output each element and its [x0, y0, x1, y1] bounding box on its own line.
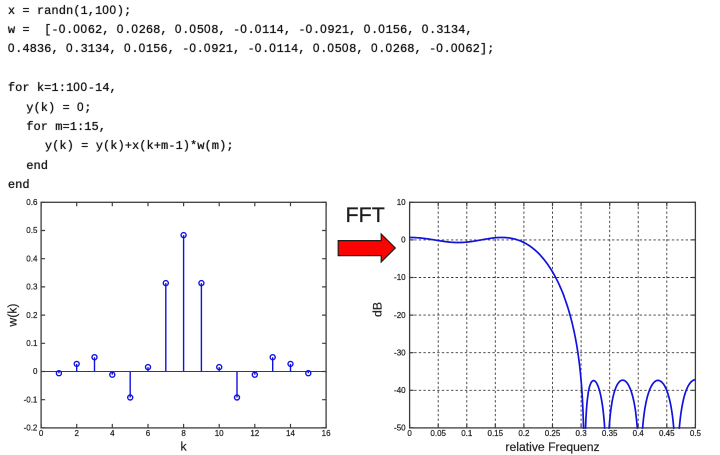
- svg-text:-0.1: -0.1: [24, 395, 38, 404]
- svg-text:0.35: 0.35: [602, 429, 618, 438]
- svg-text:k: k: [181, 440, 188, 454]
- svg-text:relative Frequenz: relative Frequenz: [505, 440, 599, 454]
- svg-text:2: 2: [74, 429, 79, 438]
- svg-text:w(k): w(k): [6, 304, 20, 328]
- svg-text:0.4: 0.4: [633, 429, 645, 438]
- svg-text:0.2: 0.2: [518, 429, 530, 438]
- svg-text:dB: dB: [371, 302, 385, 317]
- svg-text:0.5: 0.5: [26, 226, 38, 235]
- svg-text:14: 14: [286, 429, 295, 438]
- svg-text:0: 0: [407, 429, 412, 438]
- svg-text:-50: -50: [394, 424, 406, 433]
- svg-text:0.2: 0.2: [26, 311, 38, 320]
- svg-text:10: 10: [397, 198, 406, 207]
- svg-text:-30: -30: [394, 348, 406, 357]
- svg-text:0.05: 0.05: [430, 429, 446, 438]
- svg-text:-20: -20: [394, 311, 406, 320]
- svg-text:0.45: 0.45: [659, 429, 675, 438]
- svg-text:0.15: 0.15: [488, 429, 504, 438]
- svg-text:0.25: 0.25: [545, 429, 561, 438]
- svg-text:0.4: 0.4: [26, 254, 38, 263]
- svg-text:16: 16: [322, 429, 331, 438]
- svg-text:10: 10: [215, 429, 224, 438]
- svg-text:8: 8: [181, 429, 186, 438]
- svg-text:-0.2: -0.2: [24, 424, 38, 433]
- svg-text:0.3: 0.3: [26, 283, 38, 292]
- svg-text:0.1: 0.1: [26, 339, 38, 348]
- svg-text:-40: -40: [394, 386, 406, 395]
- svg-text:0: 0: [33, 367, 38, 376]
- svg-text:0.1: 0.1: [461, 429, 473, 438]
- svg-text:FFT: FFT: [346, 203, 385, 227]
- svg-text:12: 12: [250, 429, 259, 438]
- svg-text:0.3: 0.3: [576, 429, 588, 438]
- svg-text:0.5: 0.5: [690, 429, 702, 438]
- svg-text:4: 4: [110, 429, 115, 438]
- svg-text:0: 0: [39, 429, 44, 438]
- svg-text:0: 0: [401, 236, 406, 245]
- svg-text:0.6: 0.6: [26, 198, 38, 207]
- svg-text:-10: -10: [394, 273, 406, 282]
- svg-text:6: 6: [146, 429, 151, 438]
